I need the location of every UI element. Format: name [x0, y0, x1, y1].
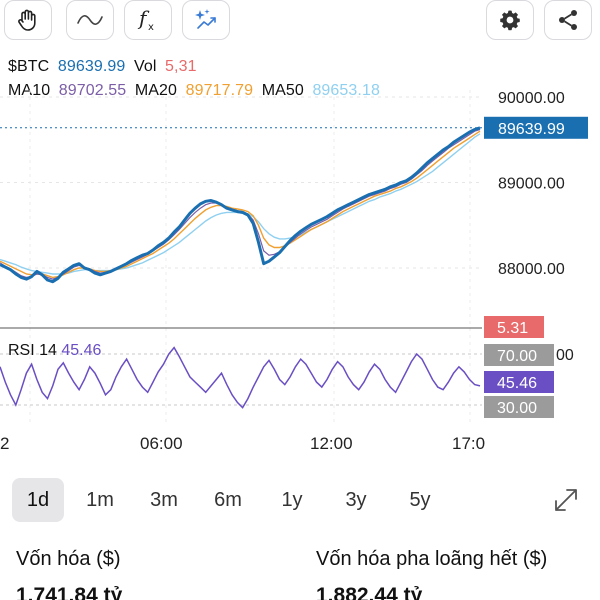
- settings-button[interactable]: [486, 0, 534, 40]
- range-3m[interactable]: 3m: [150, 488, 178, 511]
- current-price-label: 89639.99: [498, 121, 565, 138]
- rsi-70-badge: [484, 344, 554, 366]
- line-tool-button[interactable]: [66, 0, 114, 40]
- fdv-value: 1.882,44 tỷ: [316, 584, 423, 600]
- range-3y[interactable]: 3y: [345, 488, 367, 511]
- ai-analysis-button[interactable]: [182, 0, 230, 40]
- price-value: 89639.99: [57, 58, 126, 75]
- range-1y[interactable]: 1y: [281, 488, 303, 511]
- ma10-label: MA10: [8, 82, 51, 99]
- price-chart[interactable]: 90000.00 89000.00 88000.00 00 89639.99 5.31 70…: [0, 50, 600, 460]
- ma20-line: [0, 130, 481, 279]
- volume-label: 5.31: [497, 320, 528, 337]
- rsi-label: RSI 14 45.46: [8, 342, 102, 359]
- share-button[interactable]: [544, 0, 592, 40]
- volume-badge: [484, 316, 544, 338]
- price-axis-tick: 89000.00: [498, 176, 565, 193]
- time-range-selector: 1d 1m 3m 6m 1y 3y 5y: [12, 478, 588, 522]
- svg-text:x: x: [148, 22, 154, 33]
- ma20-value: 89717.79: [185, 82, 254, 99]
- current-price-badge: [484, 116, 588, 139]
- ma50-line: [0, 133, 481, 275]
- ma10-line: [0, 128, 481, 280]
- price-axis-tick: 88000.00: [498, 261, 565, 278]
- range-1d[interactable]: 1d: [12, 478, 64, 522]
- ma20-label: MA20: [134, 82, 178, 99]
- ma-info-row: MA10 89702.55 MA20 89717.79 MA50 89653.1…: [8, 82, 384, 100]
- function-icon: f x: [137, 6, 154, 33]
- sparkle-chart-icon: [195, 9, 216, 29]
- rsi-value: 45.46: [61, 342, 101, 359]
- time-axis-tick: 2: [0, 434, 9, 453]
- price-axis-tick: 90000.00: [498, 90, 565, 107]
- ticker-label: $BTC: [8, 58, 50, 75]
- vol-value: 5,31: [165, 58, 197, 75]
- fdv-stat: Vốn hóa pha loãng hết ($) 1.882,44 tỷ: [316, 548, 547, 600]
- rsi-value-badge-label: 45.46: [497, 375, 537, 392]
- drawing-tool-button[interactable]: [4, 0, 52, 40]
- rsi-level-70: 70.00: [497, 348, 537, 365]
- ma50-value: 89653.18: [312, 82, 380, 99]
- gear-icon: [500, 10, 520, 31]
- market-cap-stat: Vốn hóa ($) 1.741,84 tỷ: [16, 548, 122, 600]
- share-icon: [559, 10, 577, 30]
- indicator-button[interactable]: f x: [124, 0, 172, 40]
- rsi-value-badge: [484, 371, 554, 393]
- wave-icon: [77, 15, 103, 25]
- price-line: [0, 126, 481, 284]
- rsi-name: RSI 14: [8, 342, 61, 359]
- time-axis-tick: 17:0: [452, 434, 485, 453]
- price-axis-tick-hidden: 00: [556, 347, 574, 364]
- market-cap-value: 1.741,84 tỷ: [16, 584, 123, 600]
- time-axis-tick: 06:00: [140, 434, 183, 453]
- range-1m[interactable]: 1m: [86, 488, 114, 511]
- vol-label: Vol: [133, 58, 157, 75]
- market-cap-label: Vốn hóa ($): [16, 548, 121, 570]
- price-info-row: $BTC 89639.99 Vol 5,31: [8, 58, 201, 76]
- time-axis-tick: 12:00: [310, 434, 353, 453]
- fdv-label: Vốn hóa pha loãng hết ($): [316, 548, 548, 570]
- rsi-line: [0, 346, 481, 409]
- range-5y[interactable]: 5y: [409, 488, 431, 511]
- rsi-30-badge: [484, 396, 554, 418]
- expand-icon[interactable]: [552, 486, 580, 514]
- range-6m[interactable]: 6m: [214, 488, 242, 511]
- rsi-level-30: 30.00: [497, 400, 537, 417]
- ma50-label: MA50: [261, 82, 304, 99]
- ma10-value: 89702.55: [58, 82, 127, 99]
- hand-icon: [18, 9, 36, 31]
- chart-toolbar: f x: [0, 0, 600, 44]
